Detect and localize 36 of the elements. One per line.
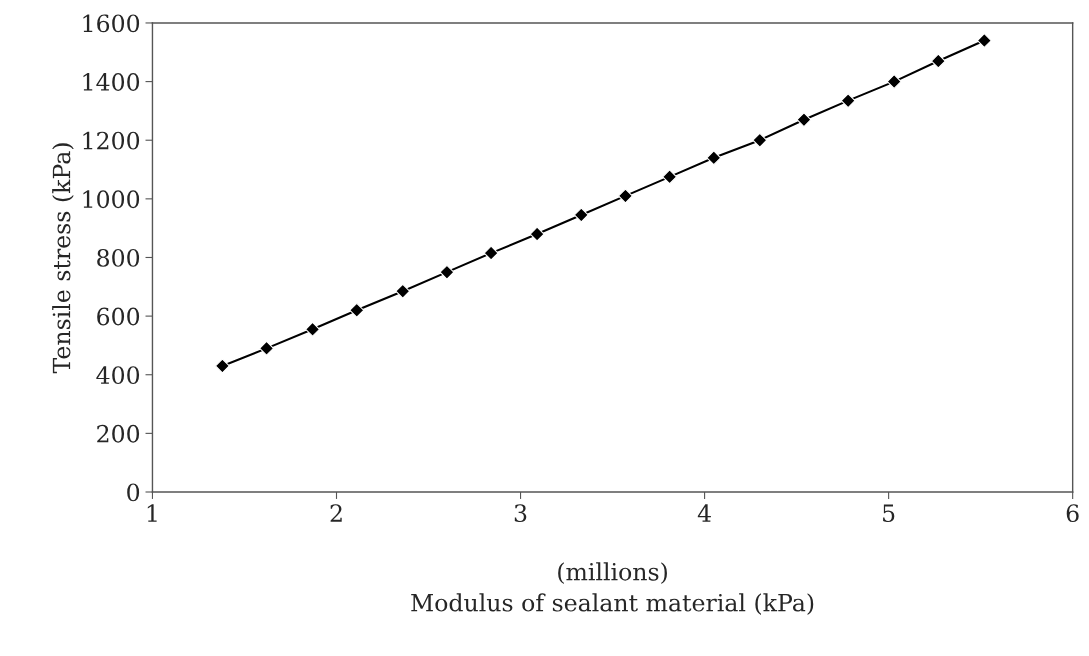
point bbox=[573, 207, 589, 223]
y-tick-label: 800 bbox=[97, 248, 140, 267]
x-tick-label: 2 bbox=[330, 504, 342, 522]
x-tick-label: 4 bbox=[697, 504, 711, 522]
x-tick-label: 6 bbox=[1066, 504, 1079, 523]
point bbox=[840, 93, 856, 109]
point bbox=[930, 53, 946, 69]
y-tick-label: 1600 bbox=[83, 14, 140, 33]
point bbox=[706, 150, 722, 166]
x-axis-title: Modulus of sealant material (kPa) bbox=[411, 593, 814, 615]
y-tick-label: 1200 bbox=[83, 131, 140, 150]
x-tick-label: 5 bbox=[883, 504, 895, 523]
point bbox=[976, 33, 992, 48]
point bbox=[529, 226, 545, 242]
point bbox=[395, 283, 411, 299]
point bbox=[796, 112, 812, 128]
y-axis-title: Tensile stress (kPa) bbox=[52, 143, 74, 374]
y-tick-label: 1000 bbox=[83, 190, 140, 209]
x-tick-label: 1 bbox=[147, 504, 157, 522]
y-tick-label: 1400 bbox=[83, 73, 140, 91]
x-tick-label: 3 bbox=[514, 504, 527, 523]
point bbox=[349, 302, 365, 318]
y-tick-label: 400 bbox=[96, 366, 140, 385]
point bbox=[752, 132, 768, 148]
text: (millions) bbox=[558, 562, 667, 584]
point bbox=[259, 340, 274, 356]
point bbox=[618, 188, 633, 204]
point bbox=[439, 264, 455, 280]
point bbox=[662, 169, 678, 185]
point bbox=[483, 245, 499, 261]
y-tick-label: 0 bbox=[127, 483, 140, 502]
y-tick-label: 200 bbox=[97, 424, 140, 443]
y-tick-label: 600 bbox=[97, 307, 140, 326]
point bbox=[215, 358, 230, 374]
point bbox=[886, 74, 902, 89]
point bbox=[305, 321, 320, 337]
